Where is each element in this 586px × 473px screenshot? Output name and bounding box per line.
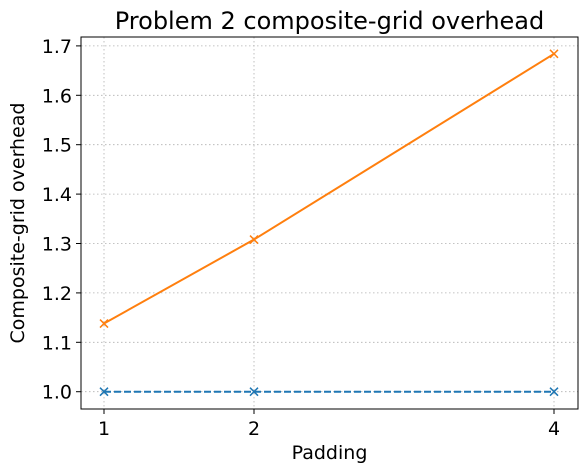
y-tick-label: 1.3 — [42, 234, 72, 256]
x-tick-label: 1 — [98, 418, 110, 440]
marker-stroke — [249, 235, 259, 245]
series-2-marker — [549, 49, 559, 59]
marker-stroke — [549, 387, 559, 397]
y-tick-label: 1.1 — [42, 332, 72, 354]
plot-area-frame — [80, 36, 579, 410]
y-tick-label: 1.2 — [42, 283, 72, 305]
marker-stroke — [99, 387, 109, 397]
y-axis-label: Composite-grid overhead — [7, 103, 29, 344]
series-1-marker — [549, 387, 559, 397]
marker-stroke — [249, 387, 259, 397]
series-2-marker — [99, 319, 109, 329]
y-tick-label: 1.0 — [42, 382, 72, 404]
ticks: 1 2 4 1.0 1.1 1.2 1.3 1.4 1.5 1.6 1.7 — [42, 36, 560, 440]
series-layer — [99, 49, 559, 397]
y-tick-label: 1.6 — [42, 85, 72, 107]
y-tick-label: 1.4 — [42, 184, 72, 206]
series-2-line — [103, 52, 555, 325]
chart-title: Problem 2 composite-grid overhead — [115, 7, 544, 35]
series-1-marker — [249, 387, 259, 397]
x-tick-label: 2 — [248, 418, 260, 440]
marker-stroke — [99, 319, 109, 329]
series-1-marker — [99, 387, 109, 397]
grid — [81, 37, 578, 409]
y-tick-label: 1.7 — [42, 36, 72, 58]
series-2-marker — [249, 235, 259, 245]
x-tick-label: 4 — [548, 418, 560, 440]
x-axis-label: Padding — [292, 442, 368, 464]
y-tick-label: 1.5 — [42, 135, 72, 157]
marker-stroke — [549, 49, 559, 59]
